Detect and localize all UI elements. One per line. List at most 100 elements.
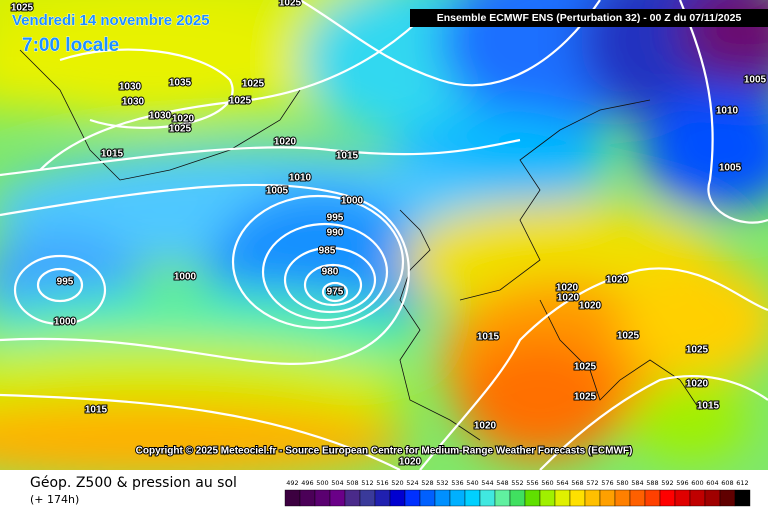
- colorbar-swatch: [464, 489, 481, 507]
- colorbar-swatch: [554, 489, 571, 507]
- colorbar-swatch: [404, 489, 421, 507]
- isobar-label: 980: [322, 267, 339, 278]
- colorbar-label: 608: [721, 479, 733, 487]
- colorbar-label: 588: [646, 479, 658, 487]
- colorbar-label: 524: [406, 479, 418, 487]
- colorbar-label: 596: [676, 479, 688, 487]
- field: [0, 0, 768, 470]
- colorbar-swatch: [509, 489, 526, 507]
- colorbar-label: 584: [631, 479, 643, 487]
- colorbar-swatch: [284, 489, 301, 507]
- isobar-label: 1020: [274, 137, 297, 148]
- colorbar-label: 548: [496, 479, 508, 487]
- isobar-label: 1015: [101, 149, 124, 160]
- colorbar-label: 556: [526, 479, 538, 487]
- isobar-label: 1000: [341, 196, 364, 207]
- colorbar-label: 492: [286, 479, 298, 487]
- isobar-label: 1020: [686, 379, 709, 390]
- isobar-label: 1005: [719, 163, 742, 174]
- colorbar-swatch: [344, 489, 361, 507]
- colorbar: 492 496 500 504 508 512 516 520 524 528 532 536 540 5…: [284, 479, 751, 507]
- colorbar-swatch: [314, 489, 331, 507]
- colorbar-label: 512: [361, 479, 373, 487]
- isobar-label: 1025: [242, 79, 265, 90]
- isobar-label: 1010: [716, 106, 739, 117]
- colorbar-label: 544: [481, 479, 493, 487]
- isobar-label: 990: [327, 228, 344, 239]
- colorbar-swatch: [644, 489, 661, 507]
- footer-lead: (+ 174h): [30, 493, 79, 506]
- colorbar-label: 540: [466, 479, 478, 487]
- colorbar-swatch: [524, 489, 541, 507]
- colorbar-swatch: [299, 489, 316, 507]
- colorbar-swatch: [629, 489, 646, 507]
- isobar-label: 1030: [119, 82, 142, 93]
- colorbar-label: 568: [571, 479, 583, 487]
- colorbar-label: 516: [376, 479, 388, 487]
- colorbar-label: 508: [346, 479, 358, 487]
- colorbar-swatch: [419, 489, 436, 507]
- colorbar-label: 520: [391, 479, 403, 487]
- colorbar-swatch: [434, 489, 451, 507]
- colorbar-label: 532: [436, 479, 448, 487]
- colorbar-swatch: [704, 489, 721, 507]
- footer-title: Géop. Z500 & pression au sol: [30, 475, 237, 491]
- isobar-label: 1025: [11, 3, 34, 14]
- isobar-label: 985: [319, 246, 336, 257]
- colorbar-label: 580: [616, 479, 628, 487]
- colorbar-label: 552: [511, 479, 523, 487]
- isobars: [0, 0, 768, 470]
- isobar-label: 995: [57, 277, 74, 288]
- isobar-label: 1025: [686, 345, 709, 356]
- colorbar-swatch: [614, 489, 631, 507]
- isobar-label: 1015: [477, 332, 500, 343]
- run-banner: [410, 9, 768, 27]
- isobar-label: 1010: [289, 173, 312, 184]
- isobar-label: 1005: [266, 186, 289, 197]
- colorbar-label: 560: [541, 479, 553, 487]
- isobar-label: 1015: [697, 401, 720, 412]
- run-info: Ensemble ECMWF ENS (Perturbation 32) - 0…: [437, 12, 742, 24]
- colorbar-swatch: [494, 489, 511, 507]
- local-time: 7:00 locale: [22, 35, 119, 56]
- colorbar-swatch: [689, 489, 706, 507]
- isobar-label: 1020: [606, 275, 629, 286]
- colorbar-swatch: [374, 489, 391, 507]
- isobar-label: 1020: [172, 114, 195, 125]
- isobar-label: 1015: [336, 151, 359, 162]
- colorbar-swatch: [539, 489, 556, 507]
- colorbar-label: 528: [421, 479, 433, 487]
- isobar-label: 1020: [579, 301, 602, 312]
- copyright: Copyright © 2025 Meteociel.fr - Source E…: [136, 446, 633, 457]
- colorbar-swatch: [584, 489, 601, 507]
- colorbar-label: 564: [556, 479, 568, 487]
- isobar-label: 1020: [557, 293, 580, 304]
- colorbar-swatch: [659, 489, 676, 507]
- colorbar-label: 576: [601, 479, 613, 487]
- colorbar-swatch: [479, 489, 496, 507]
- isobar-label: 1025: [229, 96, 252, 107]
- isobar-label: 1020: [399, 457, 422, 468]
- forecast-date: Vendredi 14 novembre 2025: [12, 12, 210, 29]
- colorbar-swatch: [569, 489, 586, 507]
- colorbar-label: 592: [661, 479, 673, 487]
- isobar-label: 1000: [174, 272, 197, 283]
- isobar-label: 975: [327, 287, 344, 298]
- colorbar-swatch: [359, 489, 376, 507]
- colorbar-label: 612: [736, 479, 748, 487]
- colorbar-swatch: [389, 489, 406, 507]
- colorbar-label: 604: [706, 479, 718, 487]
- colorbar-label: 572: [586, 479, 598, 487]
- colorbar-swatch: [719, 489, 736, 507]
- colorbar-swatch: [599, 489, 616, 507]
- isobar-label: 1025: [574, 392, 597, 403]
- colorbar-swatch: [329, 489, 346, 507]
- isobar-label: 995: [327, 213, 344, 224]
- isobar-label: 1015: [85, 405, 108, 416]
- colorbar-label: 504: [331, 479, 343, 487]
- colorbar-label: 600: [691, 479, 703, 487]
- colorbar-label: 496: [301, 479, 313, 487]
- isobar-label: 1025: [617, 331, 640, 342]
- colorbar-label: 536: [451, 479, 463, 487]
- isobar-label: 1025: [169, 124, 192, 135]
